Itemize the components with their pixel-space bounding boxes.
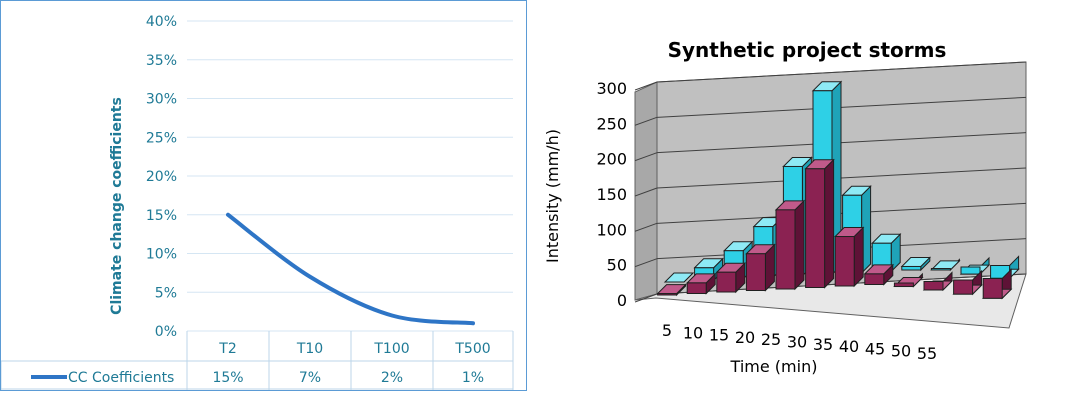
back-bar-10 <box>959 256 991 276</box>
front-bar-9-face <box>923 281 944 291</box>
gridline-side <box>634 258 658 268</box>
back-bar-8 <box>900 256 932 272</box>
data-table-cell: 15% <box>212 370 243 386</box>
front-bar-6-face <box>834 236 855 287</box>
back-bar-8-face <box>901 265 922 271</box>
back-bar-0 <box>663 272 695 283</box>
gridlines <box>187 20 513 332</box>
category-label: T2 <box>218 341 236 357</box>
y-tick-label: 25% <box>146 130 177 146</box>
x-tick-label: 5 <box>662 321 672 340</box>
x-axis-title: Time (min) <box>730 357 818 376</box>
front-bar-7 <box>863 263 895 286</box>
x-tick-label: 20 <box>735 328 755 347</box>
x-tick-label: 55 <box>917 344 937 363</box>
climate-coefficient-chart: 0% 5% 10% 15% 20% 25% 30% 35% 40% Climate change … <box>0 0 527 391</box>
gridline-side <box>634 293 658 303</box>
gridline-side <box>634 222 658 232</box>
x-tick-label: 10 <box>683 323 703 342</box>
x-tick-label: 30 <box>787 333 807 352</box>
front-bar-5-face <box>805 168 826 288</box>
y-tick-label: 200 <box>596 150 627 169</box>
data-table-cell: 1% <box>462 370 484 386</box>
front-bar-10 <box>952 269 983 296</box>
back-bar-0-top <box>663 272 695 283</box>
x-tick-label: 50 <box>891 342 911 361</box>
y-tick-label: 250 <box>596 114 627 133</box>
y-tick-label: 35% <box>146 53 177 69</box>
category-label: T100 <box>373 341 409 357</box>
front-bar-1-face <box>686 282 707 294</box>
front-bar-4 <box>774 199 806 291</box>
storm-chart-svg: Synthetic project storms Intensity (mm/h)… <box>543 38 1027 376</box>
y-tick-label: 300 <box>596 79 627 98</box>
y-tick-label: 15% <box>146 208 177 224</box>
y-tick-label: 10% <box>146 247 177 263</box>
front-bar-5 <box>804 158 835 289</box>
y-tick-label: 0 <box>617 291 627 310</box>
front-bar-8-face <box>893 282 914 288</box>
gridline-side <box>634 116 658 126</box>
front-bar-4-face <box>775 209 796 290</box>
front-bar-11 <box>981 268 1013 300</box>
front-bar-5-side <box>824 158 835 289</box>
gridline <box>656 61 1027 83</box>
series-line-cc-coefficients <box>226 212 475 326</box>
gridline-side <box>634 81 658 91</box>
side-wall <box>634 81 658 301</box>
y-tick-label: 40% <box>146 14 177 30</box>
y-tick-label: 20% <box>146 169 177 185</box>
y-tick-label: 100 <box>596 220 627 239</box>
front-bar-3-face <box>745 253 766 291</box>
y-tick-label: 50 <box>607 256 627 275</box>
x-tick-label: 40 <box>839 337 859 356</box>
series-label: CC Coefficients <box>68 370 174 386</box>
climate-coefficient-svg: 0% 5% 10% 15% 20% 25% 30% 35% 40% Climate change … <box>0 14 514 390</box>
data-table: T2 15% T10 7% T100 2% T500 1% CC Coefficients <box>0 331 514 390</box>
gridline-side <box>634 187 658 197</box>
gridline-side <box>634 152 658 162</box>
front-bar-6 <box>833 226 865 288</box>
front-bar-3 <box>745 243 776 292</box>
x-tick-label: 25 <box>761 330 781 349</box>
y-axis-title: Intensity (mm/h) <box>543 129 562 263</box>
y-tick-label: 30% <box>146 92 177 108</box>
front-bar-9 <box>922 271 954 292</box>
front-bar-8 <box>893 272 924 288</box>
y-axis-title: Climate change coefficients <box>109 97 125 315</box>
storm-chart: Synthetic project storms Intensity (mm/h)… <box>531 0 1068 391</box>
data-table-cell: 7% <box>299 370 321 386</box>
chart-title: Synthetic project storms <box>668 38 947 62</box>
front-bar-4-side <box>794 199 805 291</box>
front-bar-0 <box>656 283 687 297</box>
y-tick-label: 150 <box>596 185 627 204</box>
back-bar-9-face <box>930 268 951 271</box>
back-bar-10-face <box>960 266 981 275</box>
front-bar-1 <box>685 272 717 295</box>
front-bar-11-face <box>982 278 1003 299</box>
x-tick-label: 35 <box>813 335 833 354</box>
category-label: T10 <box>296 341 323 357</box>
front-bar-2 <box>715 262 747 294</box>
front-bar-0-face <box>657 293 678 296</box>
x-tick-label: 45 <box>865 339 885 358</box>
category-label: T500 <box>454 341 490 357</box>
front-bar-7-face <box>864 273 885 285</box>
data-table-cell: 2% <box>381 370 403 386</box>
y-tick-label: 0% <box>155 324 177 340</box>
y-tick-label: 5% <box>155 285 177 301</box>
front-bar-6-side <box>853 226 864 288</box>
front-bar-10-face <box>953 279 974 295</box>
front-bar-2-face <box>716 271 737 293</box>
back-bar-9 <box>930 258 961 272</box>
x-tick-label: 15 <box>709 326 729 345</box>
